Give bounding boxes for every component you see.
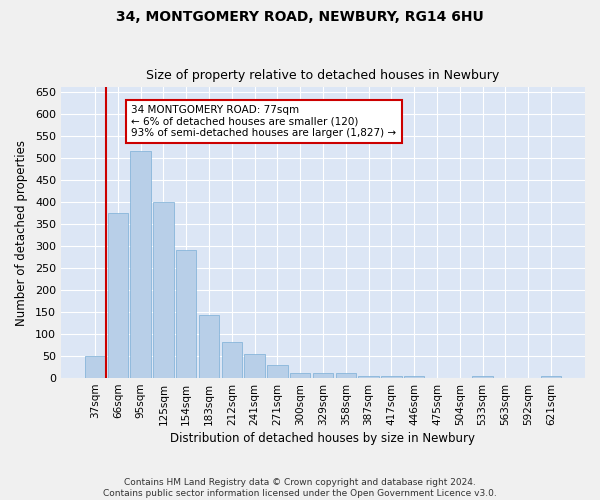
X-axis label: Distribution of detached houses by size in Newbury: Distribution of detached houses by size …: [170, 432, 475, 445]
Text: 34 MONTGOMERY ROAD: 77sqm
← 6% of detached houses are smaller (120)
93% of semi-: 34 MONTGOMERY ROAD: 77sqm ← 6% of detach…: [131, 105, 397, 138]
Bar: [221, 342, 242, 378]
Bar: [85, 356, 105, 378]
Bar: [313, 373, 333, 378]
Bar: [541, 376, 561, 378]
Bar: [176, 250, 196, 378]
Bar: [404, 376, 424, 378]
Text: 34, MONTGOMERY ROAD, NEWBURY, RG14 6HU: 34, MONTGOMERY ROAD, NEWBURY, RG14 6HU: [116, 10, 484, 24]
Bar: [107, 213, 128, 378]
Bar: [130, 151, 151, 378]
Bar: [358, 376, 379, 378]
Bar: [472, 376, 493, 378]
Bar: [335, 373, 356, 378]
Text: Contains HM Land Registry data © Crown copyright and database right 2024.
Contai: Contains HM Land Registry data © Crown c…: [103, 478, 497, 498]
Bar: [244, 354, 265, 378]
Bar: [199, 315, 219, 378]
Bar: [153, 202, 173, 378]
Bar: [381, 376, 401, 378]
Title: Size of property relative to detached houses in Newbury: Size of property relative to detached ho…: [146, 69, 500, 82]
Bar: [267, 365, 287, 378]
Bar: [290, 373, 310, 378]
Y-axis label: Number of detached properties: Number of detached properties: [15, 140, 28, 326]
